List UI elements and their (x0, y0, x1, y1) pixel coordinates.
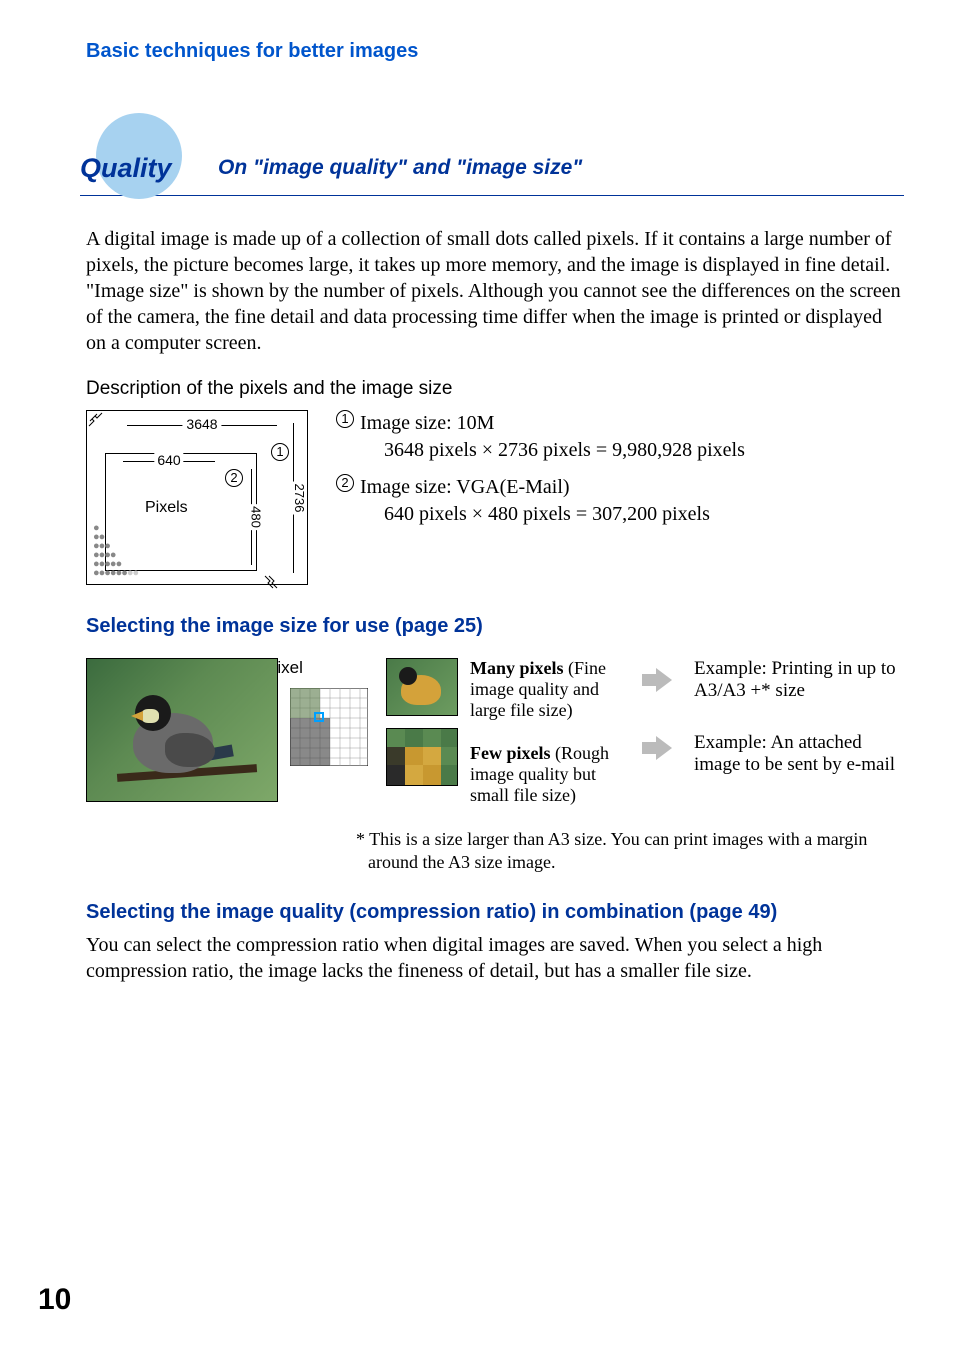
arrow-right-icon (642, 736, 672, 760)
example-1: Example: Printing in up to A3/A3 +* size (694, 658, 904, 702)
quality-subtitle: On "image quality" and "image size" (218, 156, 582, 180)
many-pixels-bold: Many pixels (470, 658, 564, 678)
pixels-label: Pixels (145, 499, 188, 517)
arrow-column (642, 658, 682, 760)
dim-inner-width-label: 640 (154, 452, 183, 468)
dim-inner-height-label: 480 (248, 504, 263, 530)
pixel-desc-column: Many pixels (Fine image quality and larg… (470, 658, 630, 828)
thumb-column (386, 658, 458, 786)
dim-inner-height: 480 (245, 469, 259, 565)
size-list: 1 Image size: 10M 3648 pixels × 2736 pix… (336, 410, 745, 585)
size-item-1-detail: 3648 pixels × 2736 pixels = 9,980,928 pi… (360, 437, 745, 464)
pixel-highlight-icon (314, 712, 324, 722)
few-pixels-bold: Few pixels (470, 743, 551, 763)
size-item-2-title: Image size: VGA(E-Mail) (360, 476, 570, 498)
arrow-right-icon (642, 668, 672, 692)
pixel-grid-zoom (290, 688, 368, 766)
page-header: Basic techniques for better images (86, 40, 904, 63)
pixel-comparison-section: Pixel (86, 658, 904, 873)
select-quality-heading: Selecting the image quality (compression… (86, 901, 904, 924)
diagram-row: 3648 1 640 2 Pixels ● ●● ●●● ●●●● ●●●●● … (86, 410, 904, 585)
page-number: 10 (38, 1283, 71, 1317)
quality-badge: Quality (80, 143, 200, 193)
size-item-1-title: Image size: 10M (360, 412, 494, 434)
description-heading: Description of the pixels and the image … (86, 378, 904, 400)
few-pixels-desc: Few pixels (Rough image quality but smal… (470, 743, 630, 806)
dim-inner-width: 640 (123, 461, 215, 462)
example-column: Example: Printing in up to A3/A3 +* size… (694, 658, 904, 806)
quality-badge-text: Quality (80, 143, 200, 193)
select-size-heading: Selecting the image size for use (page 2… (86, 615, 904, 638)
size-diagram: 3648 1 640 2 Pixels ● ●● ●●● ●●●● ●●●●● … (86, 410, 308, 585)
footnote: * This is a size larger than A3 size. Yo… (356, 828, 904, 873)
size-item-1: 1 Image size: 10M 3648 pixels × 2736 pix… (336, 410, 745, 464)
many-pixels-desc: Many pixels (Fine image quality and larg… (470, 658, 630, 721)
pixel-dots: ● ●● ●●● ●●●● ●●●●● ●●●●●●●● (93, 524, 138, 578)
size-item-2-num: 2 (336, 474, 354, 492)
corner-break-icon (263, 574, 279, 590)
bird-photo (86, 658, 278, 802)
compression-paragraph: You can select the compression ratio whe… (86, 932, 904, 984)
dim-outer-width: 3648 (127, 425, 277, 426)
marker-2-icon: 2 (225, 469, 243, 487)
thumb-many-pixels (386, 658, 458, 716)
corner-break-icon (88, 412, 104, 428)
dim-outer-width-label: 3648 (182, 416, 221, 432)
size-item-1-num: 1 (336, 410, 354, 428)
dim-outer-height: 2736 (287, 423, 301, 573)
intro-paragraph: A digital image is made up of a collecti… (86, 226, 904, 356)
section-heading-row: Quality On "image quality" and "image si… (80, 143, 904, 196)
size-item-2-detail: 640 pixels × 480 pixels = 307,200 pixels (360, 501, 710, 528)
size-item-2: 2 Image size: VGA(E-Mail) 640 pixels × 4… (336, 474, 745, 528)
thumb-few-pixels (386, 728, 458, 786)
dim-outer-height-label: 2736 (292, 482, 307, 515)
example-2: Example: An attached image to be sent by… (694, 732, 904, 776)
